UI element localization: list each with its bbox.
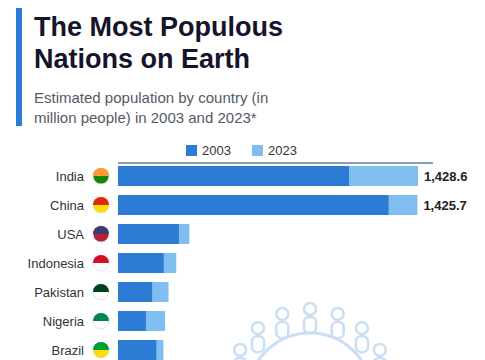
figure-body <box>356 336 368 352</box>
figure-head <box>252 322 264 334</box>
bars <box>118 166 418 360</box>
figure-body <box>234 358 246 360</box>
bar <box>118 166 349 186</box>
data-labels: 1,428.6 1,425.7 <box>423 169 467 213</box>
flag-part <box>93 197 109 205</box>
figure-head <box>356 322 368 334</box>
category-label: India <box>56 169 85 184</box>
data-label: 1,425.7 <box>423 198 466 213</box>
chart: The Most PopulousNations on Earth Estimat… <box>0 0 485 360</box>
legend-label: 2023 <box>268 143 297 158</box>
background <box>0 0 485 360</box>
bar <box>118 340 156 360</box>
legend-label: 2003 <box>202 143 231 158</box>
legend-swatch <box>252 145 263 156</box>
category-label: Nigeria <box>43 314 85 329</box>
bar <box>118 340 163 360</box>
axis-line <box>118 162 433 163</box>
text-line: Estimated population by country (in <box>34 89 268 106</box>
flag-part <box>93 168 109 176</box>
figure-body <box>252 336 264 352</box>
flag <box>93 284 109 300</box>
text-line: million people) in 2003 and 2023* <box>34 109 257 126</box>
text-line: The Most Populous <box>34 12 283 42</box>
figure-head <box>304 303 316 315</box>
figure-head <box>374 344 386 356</box>
figure-head <box>276 308 288 320</box>
flag-part <box>93 226 109 234</box>
bar <box>118 282 169 302</box>
bar <box>118 224 179 244</box>
category-label: China <box>50 198 85 213</box>
accent-bar <box>16 8 22 126</box>
category-label: USA <box>57 227 84 242</box>
figure-body <box>304 317 316 333</box>
flag-part <box>93 284 109 292</box>
figure-body <box>374 358 386 360</box>
flag <box>93 226 109 242</box>
legend-swatch <box>186 145 197 156</box>
bar <box>118 311 165 331</box>
figure-body <box>332 322 344 338</box>
category-axis: India China USA Indonesia Pakistan Nigeria Bra… <box>28 168 109 358</box>
flag <box>93 168 109 184</box>
bar <box>118 282 152 302</box>
figure-head <box>234 344 246 356</box>
subtitle: Estimated population by country (in milli… <box>34 89 268 126</box>
legend: 2003 2023 <box>186 143 297 158</box>
illustration <box>225 303 395 360</box>
bar <box>118 253 176 273</box>
flag <box>93 255 109 271</box>
title: The Most PopulousNations on Earth <box>34 12 283 74</box>
flag <box>93 313 109 329</box>
bar <box>118 166 418 186</box>
category-label: Brazil <box>51 343 84 358</box>
globe <box>248 333 372 360</box>
category-label: Indonesia <box>28 256 85 271</box>
flag <box>93 342 109 358</box>
figure-body <box>276 322 288 338</box>
bar <box>118 311 146 331</box>
flag-part <box>93 313 109 321</box>
text-line: Nations on Earth <box>34 44 250 74</box>
data-label: 1,428.6 <box>424 169 467 184</box>
bar <box>118 195 389 215</box>
category-label: Pakistan <box>34 285 84 300</box>
bar <box>118 253 164 273</box>
figure-head <box>332 308 344 320</box>
bar <box>118 195 417 215</box>
bar <box>118 224 189 244</box>
flag-part <box>93 255 109 263</box>
flag-part <box>93 342 109 350</box>
flag <box>93 197 109 213</box>
